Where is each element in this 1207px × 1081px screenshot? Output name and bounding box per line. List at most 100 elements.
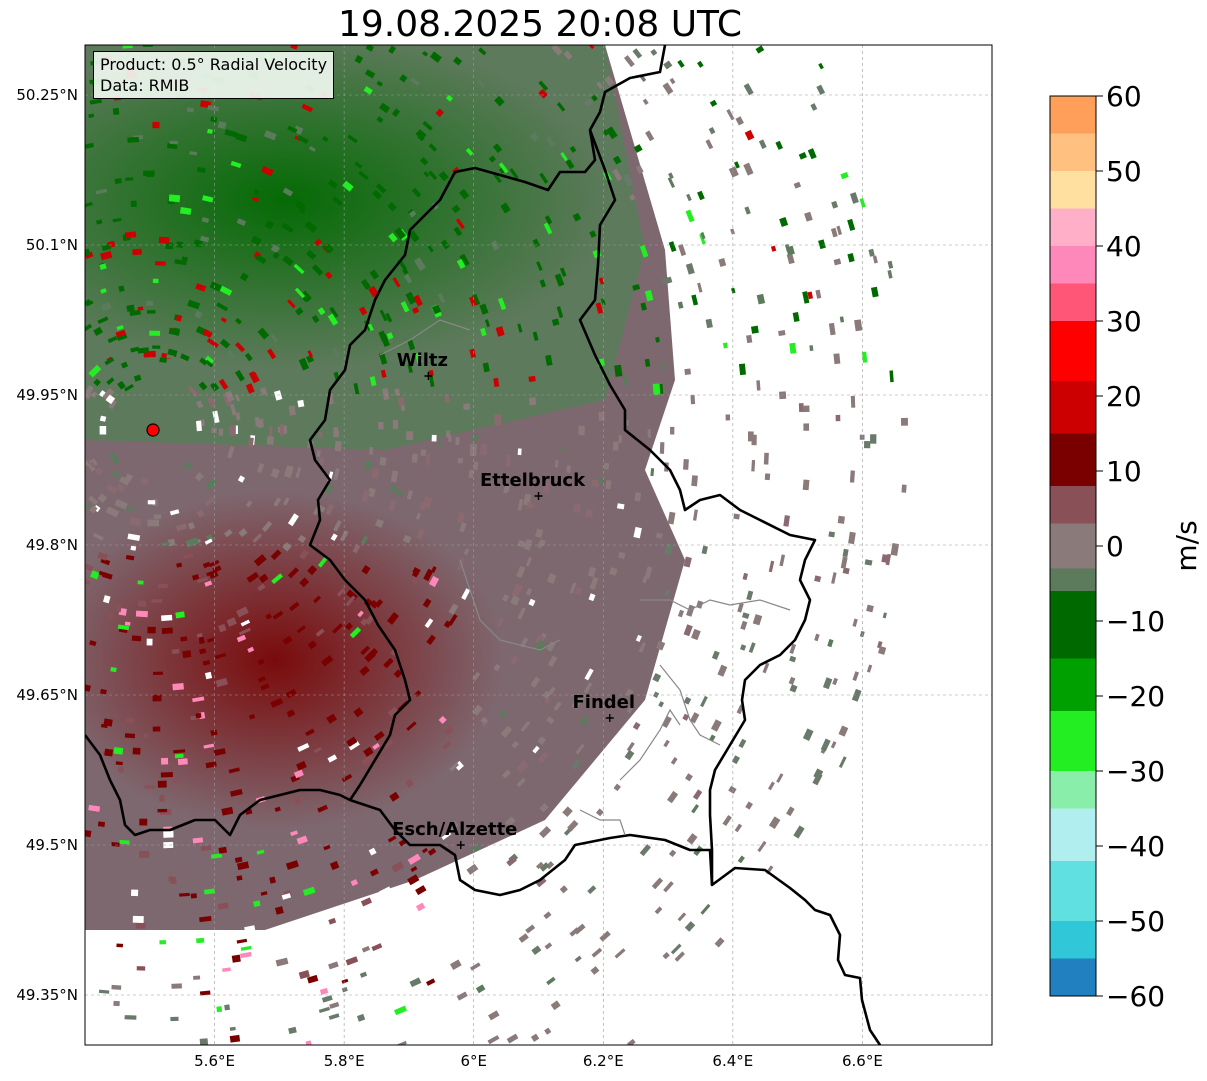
radar-gate <box>603 462 610 470</box>
colorbar-tick-label: −40 <box>1106 830 1165 863</box>
colorbar-tick-label: 20 <box>1106 380 1142 413</box>
radar-gate <box>294 287 306 299</box>
radar-gate <box>833 258 842 266</box>
radar-gate <box>357 610 364 618</box>
radar-gate <box>678 244 687 257</box>
colorbar-tick-label: 30 <box>1106 305 1142 338</box>
radar-gate <box>363 86 373 95</box>
radar-gate <box>296 625 306 634</box>
radar-gate <box>831 572 837 584</box>
radar-gate <box>459 253 470 267</box>
radar-gate <box>539 279 547 288</box>
radar-gate <box>383 657 394 669</box>
radar-gate <box>456 991 468 1001</box>
radar-gate <box>100 558 111 566</box>
radar-gate <box>642 98 649 105</box>
radar-gate <box>117 380 126 390</box>
radar-gate <box>453 226 463 237</box>
radar-gate <box>425 453 431 466</box>
radar-gate <box>465 1012 475 1021</box>
radar-gate <box>192 696 205 703</box>
radar-gate <box>574 586 583 596</box>
radar-gate <box>731 287 736 294</box>
radar-gate <box>416 528 425 540</box>
radar-gate <box>111 842 120 847</box>
colorbar: 60 50 40 30 20 10 0 −10 −20 −30 −40 −50 −60 m/s <box>1049 80 1203 1013</box>
radar-gate <box>399 74 408 83</box>
radar-gate <box>405 778 414 788</box>
radar-gate <box>89 461 96 468</box>
radar-gate <box>375 183 387 194</box>
radar-gate <box>755 45 765 54</box>
radar-gate <box>210 116 218 123</box>
radar-gate <box>273 497 282 507</box>
radar-gate <box>392 420 399 429</box>
radar-gate <box>709 99 718 107</box>
radar-gate <box>551 318 560 326</box>
radar-gate <box>768 560 775 573</box>
radar-gate <box>101 243 112 252</box>
radar-gate <box>537 736 547 745</box>
radar-gate <box>229 425 236 436</box>
radar-gate <box>166 354 175 360</box>
radar-gate <box>901 484 907 493</box>
colorbar-band <box>1050 486 1096 524</box>
radar-gate <box>422 50 429 57</box>
radar-gate <box>453 56 463 66</box>
radar-gate <box>756 380 761 391</box>
radar-gate <box>591 479 599 488</box>
radar-gate <box>196 509 205 518</box>
radar-gate <box>567 819 579 832</box>
radar-gate <box>117 624 130 631</box>
radar-gate <box>356 1013 366 1022</box>
lat-tick-label: 50.25°N <box>16 86 78 104</box>
radar-gate <box>490 240 500 251</box>
radar-gate <box>230 377 237 384</box>
radar-gate <box>143 733 149 739</box>
colorbar-band <box>1050 771 1096 809</box>
radar-gate <box>415 885 427 896</box>
colorbar-bands <box>1050 96 1096 997</box>
radar-gate <box>204 495 217 507</box>
radar-gate <box>677 301 684 309</box>
radar-gate <box>448 435 452 443</box>
radar-gate <box>397 397 405 406</box>
radar-gate <box>818 62 824 70</box>
radar-gate <box>809 345 814 352</box>
radar-gate <box>554 273 565 287</box>
radar-gate <box>218 378 229 390</box>
radar-gate <box>728 785 737 794</box>
radar-gate <box>199 1038 209 1045</box>
radar-gate <box>889 370 894 383</box>
radar-gate <box>590 966 600 975</box>
radar-gate <box>870 434 877 444</box>
radar-gate <box>562 806 573 818</box>
radar-gate <box>480 327 487 337</box>
radar-gate <box>413 294 423 307</box>
radar-gate <box>394 388 401 396</box>
radar-gate <box>316 450 321 457</box>
radar-gate <box>281 222 294 234</box>
radar-gate <box>847 218 856 231</box>
radar-gate <box>211 427 217 434</box>
lat-tick-label: 49.5°N <box>26 836 78 854</box>
radar-gate <box>454 760 464 771</box>
radar-gate <box>618 551 626 559</box>
radar-gate <box>664 543 674 556</box>
radar-gate <box>130 545 137 551</box>
radar-gate <box>372 742 380 750</box>
lon-tick-label: 5.8°E <box>324 1052 365 1070</box>
radar-gate <box>364 69 376 79</box>
radar-gate <box>840 171 849 180</box>
radar-gate <box>836 225 842 236</box>
radar-gate <box>575 743 585 755</box>
radar-gate <box>500 202 511 214</box>
radar-gate <box>545 354 553 366</box>
radar-gate <box>111 470 120 479</box>
radar-gate <box>119 839 130 845</box>
radar-gate <box>85 248 91 257</box>
radar-gate <box>152 278 159 284</box>
radar-gate <box>301 103 313 113</box>
colorbar-band <box>1050 808 1096 862</box>
colorbar-tick-label: 60 <box>1106 80 1142 113</box>
